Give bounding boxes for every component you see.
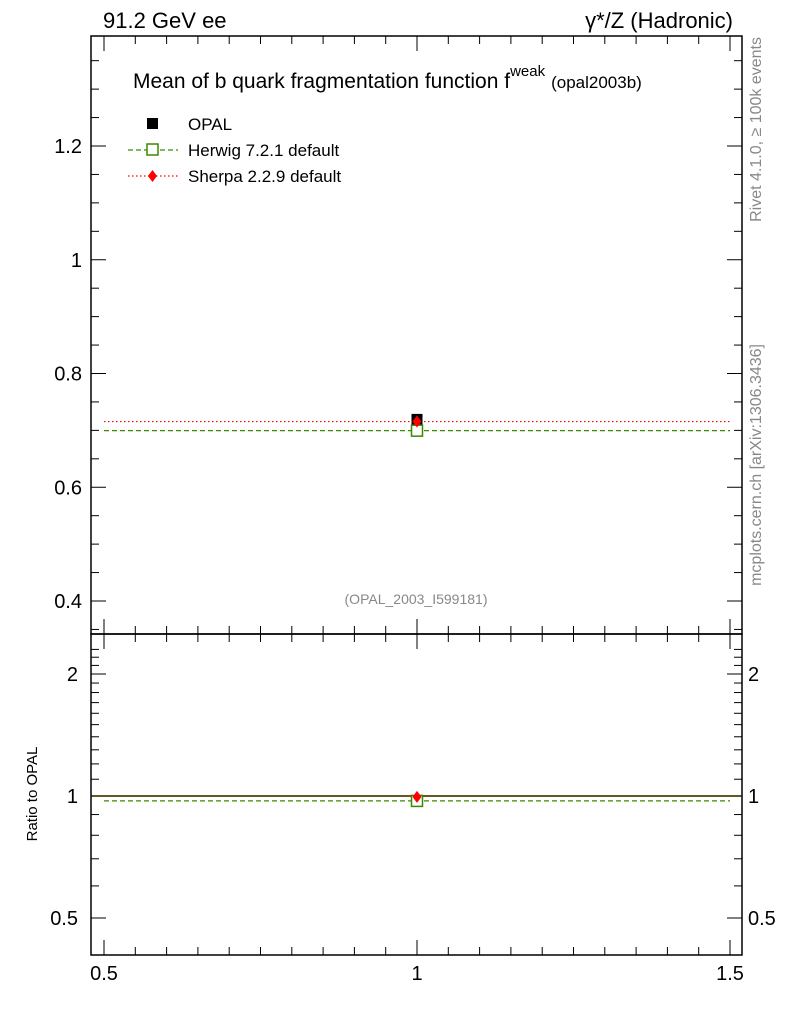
chart-title-sup: weak [509,63,546,80]
x-tick-label: 1.5 [716,963,744,985]
ratio-plot-panel: 0.5 0.5 1 1 2 2 0.5 1 1.5 Ratio to OPAL [24,633,776,985]
legend: OPAL Herwig 7.2.1 default Sherpa 2.2.9 d… [128,115,341,186]
chart-title-tag: (opal2003b) [551,73,642,92]
y-tick-label: 1.2 [54,136,82,158]
header-energy-label: 91.2 GeV ee [103,8,227,33]
legend-sherpa-marker [148,170,157,182]
y-tick-label: 0.8 [54,364,82,386]
rivet-version-label: Rivet 4.1.0, ≥ 100k events [748,37,765,222]
main-plot-panel: 0.4 0.6 0.8 1 1.2 Mean of b quark fragmentat… [54,35,743,635]
ratio-y-tick-label-right: 0.5 [748,908,776,930]
legend-herwig-marker [146,143,159,156]
ratio-y-tick-label-left: 1 [67,786,78,808]
x-tick-label: 0.5 [90,963,118,985]
y-tick-label: 1 [71,250,82,272]
sherpa-ratio-point [412,790,422,803]
legend-sherpa-label: Sherpa 2.2.9 default [188,167,341,186]
main-x-ticks [103,36,731,634]
y-tick-label: 0.6 [54,477,82,499]
chart-title: Mean of b quark fragmentation function f… [133,63,642,93]
legend-opal-marker [147,118,158,129]
mcplots-label: mcplots.cern.ch [arXiv:1306.3436] [748,344,765,586]
ratio-ylabel: Ratio to OPAL [24,747,41,842]
chart-title-main: Mean of b quark fragmentation function f [133,70,510,93]
legend-opal-label: OPAL [188,115,232,134]
sherpa-data-point [412,415,422,428]
main-y-ticks: 0.4 0.6 0.8 1 1.2 [54,60,742,630]
analysis-watermark: (OPAL_2003_I599181) [345,591,488,607]
ratio-y-tick-label-right: 2 [748,664,759,686]
ratio-y-tick-label-left: 2 [67,664,78,686]
ratio-x-ticks: 0.5 1 1.5 [90,634,744,985]
ratio-y-tick-label-left: 0.5 [50,908,78,930]
y-tick-label: 0.4 [54,591,82,613]
legend-herwig-label: Herwig 7.2.1 default [188,141,339,160]
x-tick-label: 1 [411,963,422,985]
ratio-y-ticks: 0.5 0.5 1 1 2 2 [50,648,776,930]
header-process-label: γ*/Z (Hadronic) [585,8,733,33]
ratio-y-tick-label-right: 1 [748,786,759,808]
